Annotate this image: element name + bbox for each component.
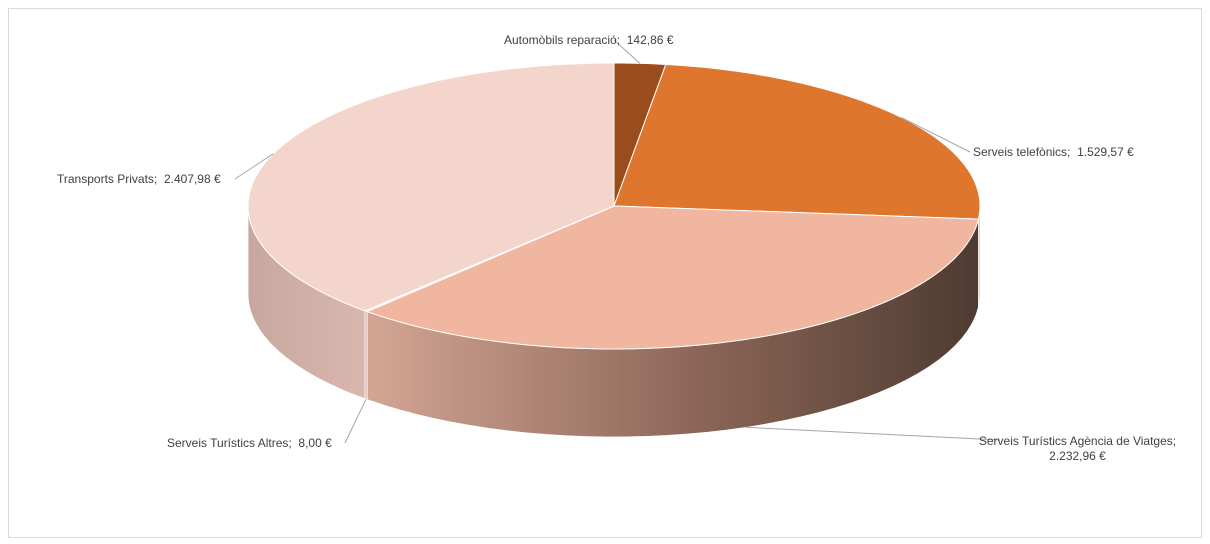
- leader-line-automobils: [613, 39, 641, 64]
- leader-line-transports-privats: [234, 153, 274, 180]
- pie-slice-serveis-telefonics: [613, 63, 981, 220]
- data-label-serveis-telefonics: Serveis telefònics; 1.529,57 €: [973, 145, 1134, 159]
- data-label-turistics-altres: Serveis Turístics Altres; 8,00 €: [167, 436, 332, 450]
- pie-slice-agencia-viatges: [365, 205, 980, 350]
- data-label-transports-privats: Transports Privats; 2.407,98 €: [57, 172, 221, 186]
- leader-line-turistics-altres: [344, 398, 367, 444]
- data-label-automobils: Automòbils reparació; 142,86 €: [504, 33, 674, 47]
- leader-line-serveis-telefonics: [900, 116, 971, 153]
- leader-line-agencia-viatges: [746, 426, 1001, 441]
- data-label-agencia-viatges: Serveis Turístics Agència de Viatges; 2.2…: [978, 434, 1177, 463]
